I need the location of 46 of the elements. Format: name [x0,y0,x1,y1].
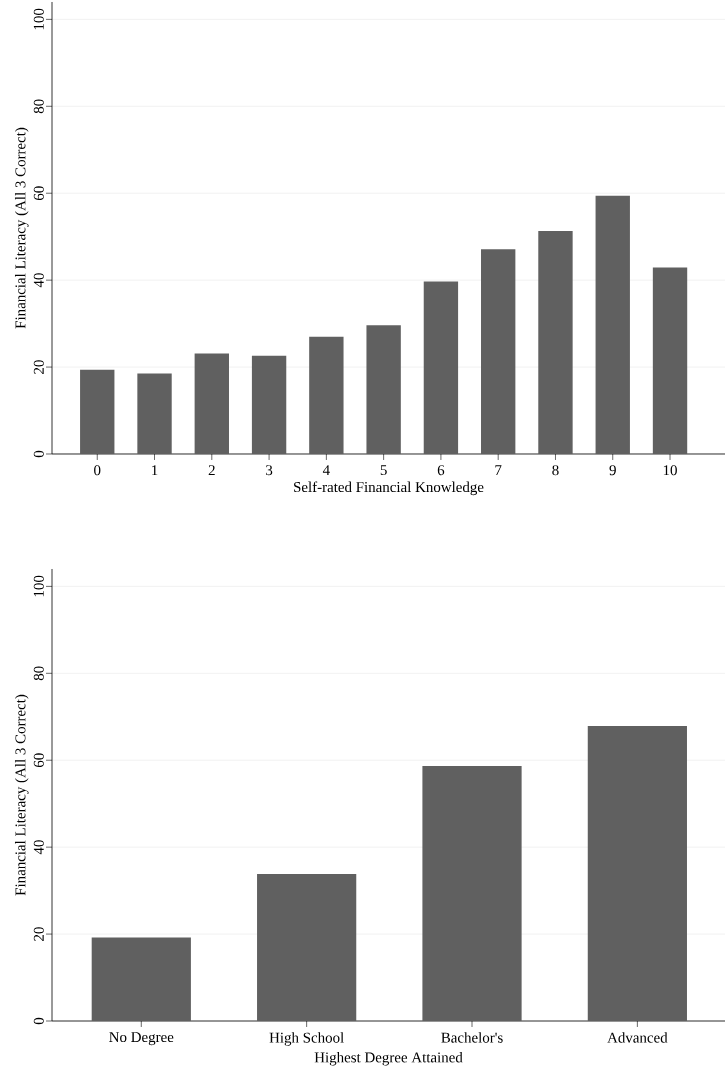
bar [587,725,687,1021]
y-tick-label: 100 [33,575,44,597]
y-tick-label: 20 [33,927,44,941]
bar [422,765,522,1021]
y-tick-label: 40 [33,840,44,855]
bar [595,195,630,454]
x-tick-label: High School [269,1032,344,1046]
x-axis-title: Self-rated Financial Knowledge [294,481,484,496]
y-tick-label: 80 [33,99,44,114]
bar [423,281,459,454]
y-tick-label: 40 [33,273,44,288]
x-tick-label: 4 [322,465,330,475]
bar [91,937,191,1021]
x-tick-label: Advanced [607,1032,668,1043]
x-tick-label: 2 [208,465,215,476]
x-tick-label: 6 [437,465,445,476]
bar [309,336,344,454]
bar [251,355,287,454]
bar [257,874,357,1021]
x-tick-label: 1 [152,465,158,476]
bar [80,369,115,454]
bar [366,325,401,454]
x-tick-label: 8 [552,465,559,476]
bar [652,267,688,454]
x-tick-label: 0 [94,465,101,476]
y-axis-title: Financial Literacy (All 3 Correct) [14,694,29,896]
x-axis-title: Highest Degree Attained [314,1051,463,1066]
bar [137,373,172,454]
y-tick-label: 60 [33,186,44,201]
bar [481,249,516,454]
x-tick-label: 9 [609,465,616,476]
y-axis-title: Financial Literacy (All 3 Correct) [14,127,29,329]
y-tick-label: 80 [33,666,44,681]
y-tick-label: 0 [33,450,44,458]
y-tick-label: 20 [33,360,44,374]
x-tick-label: Bachelor's [441,1032,503,1043]
y-tick-label: 60 [33,753,44,768]
y-tick-label: 100 [33,8,44,30]
x-tick-label: 5 [380,465,387,476]
x-tick-label: 10 [663,465,677,476]
bar [194,353,229,454]
x-tick-label: 7 [495,465,502,475]
bar [538,231,573,454]
x-tick-label: No Degree [109,1032,174,1046]
y-tick-label: 0 [33,1017,44,1025]
x-tick-label: 3 [266,465,273,476]
